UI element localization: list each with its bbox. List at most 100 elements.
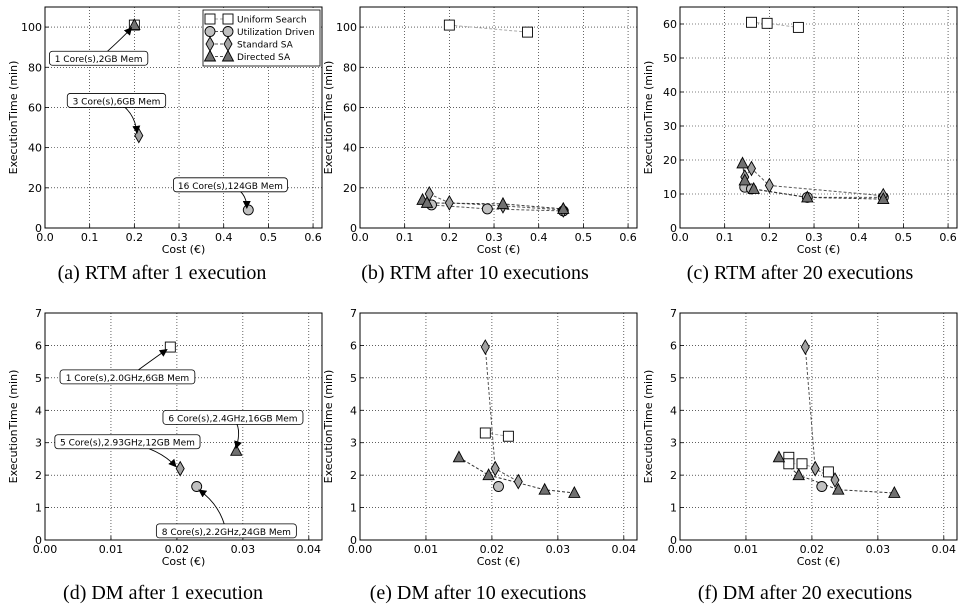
x-tick-label: 0.2 — [126, 231, 144, 244]
legend-square-icon — [222, 13, 234, 25]
x-axis-label: Cost (€) — [797, 243, 841, 256]
data-point-diamond — [175, 460, 185, 477]
x-tick-label: 0.3 — [170, 231, 188, 244]
y-tick-label: 80 — [28, 61, 42, 74]
data-point-triangle — [482, 468, 495, 481]
legend-entry: Uniform Search — [237, 16, 307, 26]
y-axis-label: ExecutionTime (min) — [7, 370, 20, 484]
data-point-diamond — [830, 472, 840, 488]
series-line-circle — [744, 186, 884, 198]
series-line-square — [751, 21, 799, 28]
plot-frame — [359, 312, 638, 541]
data-point-diamond — [746, 160, 757, 177]
data-point-triangle — [736, 156, 749, 169]
x-tick-label: 0.01 — [99, 543, 124, 556]
data-point-circle — [816, 481, 828, 492]
y-tick-label: 0 — [350, 534, 357, 547]
legend-square-icon — [204, 13, 216, 25]
y-tick-label: 0 — [35, 534, 42, 547]
legend-triangle-icon — [203, 49, 217, 62]
data-point-square — [822, 466, 834, 478]
y-axis-label: ExecutionTime (min) — [322, 370, 335, 484]
series-line-triangle — [458, 456, 575, 494]
x-tick-label: 0.5 — [260, 231, 278, 244]
x-tick-label: 0.4 — [530, 231, 548, 244]
data-point-triangle — [496, 196, 510, 209]
series-line-square — [788, 457, 829, 473]
data-point-diamond — [800, 339, 810, 355]
y-tick-label: 3 — [35, 437, 42, 450]
y-tick-label: 30 — [663, 120, 677, 133]
annotation-label: 5 Core(s),2.93GHz,12GB Mem — [60, 439, 195, 449]
caption-a: (a) RTM after 1 execution — [57, 262, 267, 284]
data-point-triangle — [772, 450, 786, 463]
annotation-label: 6 Core(s),2.4GHz,16GB Mem — [168, 414, 297, 424]
x-tick-label: 0.04 — [932, 543, 957, 556]
annotation-box — [59, 369, 196, 385]
data-point-diamond — [490, 460, 500, 477]
data-point-square — [792, 21, 804, 33]
plot-frame — [679, 6, 958, 229]
x-tick-label: 0.02 — [480, 543, 505, 556]
data-point-triangle — [128, 18, 141, 31]
y-tick-label: 60 — [28, 101, 42, 114]
legend-entry: Standard SA — [237, 41, 294, 51]
y-axis-label: ExecutionTime (min) — [7, 61, 20, 175]
x-tick-label: 0.6 — [304, 231, 322, 244]
annotation-box — [49, 50, 149, 66]
x-tick-label: 0.3 — [805, 231, 823, 244]
y-tick-label: 4 — [350, 404, 357, 417]
series-line-diamond — [804, 347, 836, 481]
chart-b: 0.0 0.1 0.2 0.3 0.4 0.5 0.6 0 20 40 60 80 100 Cost (€… — [322, 6, 638, 256]
caption-f: (f) DM after 20 executions — [697, 582, 913, 604]
legend-entry: Directed SA — [237, 53, 291, 63]
y-tick-label: 7 — [350, 307, 357, 320]
x-axis-label: Cost (€) — [162, 555, 206, 568]
annotation-box — [54, 434, 201, 450]
y-tick-label: 1 — [670, 502, 677, 515]
annotation-label: 1 Core(s),2GB Mem — [55, 55, 143, 65]
data-point-circle — [493, 481, 504, 492]
x-tick-label: 0.01 — [414, 543, 439, 556]
data-point-triangle — [792, 468, 805, 481]
caption-b: (b) RTM after 10 executions — [361, 262, 589, 284]
annotation-box — [155, 523, 297, 539]
series-line-diamond — [429, 193, 564, 211]
data-point-triangle — [888, 486, 901, 498]
y-axis-label: ExecutionTime (min) — [642, 61, 655, 175]
annotation-box — [173, 177, 288, 193]
y-tick-label: 80 — [343, 61, 357, 74]
annotation-label: 16 Core(s),124GB Mem — [178, 182, 283, 192]
data-point-diamond — [513, 473, 523, 490]
y-tick-label: 60 — [663, 18, 677, 31]
y-tick-label: 7 — [670, 307, 677, 320]
x-axis-label: Cost (€) — [477, 555, 521, 568]
data-point-triangle — [452, 450, 466, 463]
y-tick-label: 20 — [28, 182, 42, 195]
data-point-circle — [242, 204, 254, 216]
data-point-square — [746, 16, 757, 28]
series-line-diamond — [744, 167, 884, 197]
y-axis-label: ExecutionTime (min) — [642, 370, 655, 484]
y-tick-label: 5 — [350, 372, 357, 385]
x-tick-label: 0.03 — [866, 543, 891, 556]
data-point-triangle — [230, 443, 243, 456]
y-axis-label: ExecutionTime (min) — [322, 61, 335, 175]
data-point-square — [761, 17, 773, 29]
y-tick-label: 40 — [343, 142, 357, 155]
y-tick-label: 2 — [670, 469, 677, 482]
data-point-circle — [481, 203, 493, 215]
data-point-square — [443, 19, 455, 31]
x-tick-label: 0.6 — [619, 231, 637, 244]
annotation-label: 1 Core(s),2.0GHz,6GB Mem — [66, 374, 189, 384]
x-tick-label: 0.03 — [546, 543, 571, 556]
data-point-diamond — [134, 127, 144, 144]
y-tick-label: 60 — [343, 101, 357, 114]
data-point-triangle — [801, 190, 814, 203]
data-point-square — [783, 458, 795, 470]
data-point-triangle — [538, 482, 551, 495]
plot-frame — [44, 312, 323, 541]
x-tick-label: 0.04 — [297, 543, 322, 556]
x-tick-label: 0.1 — [716, 231, 734, 244]
